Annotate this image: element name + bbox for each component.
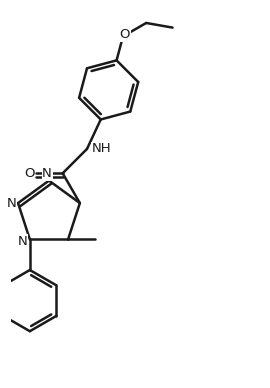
Text: N: N [18, 235, 28, 248]
Text: O: O [24, 167, 34, 180]
Text: O: O [120, 28, 130, 41]
Text: NH: NH [92, 142, 111, 156]
Text: N: N [42, 167, 52, 180]
Text: N: N [6, 197, 16, 210]
